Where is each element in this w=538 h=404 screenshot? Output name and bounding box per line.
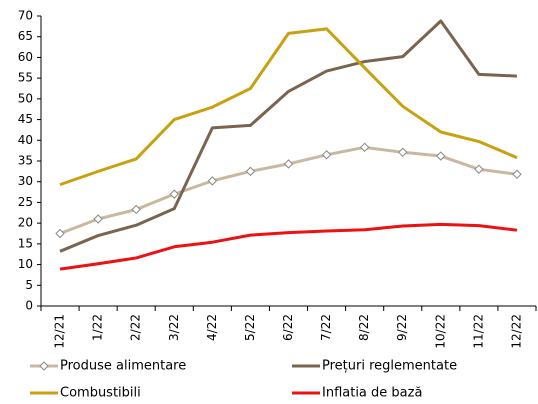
y-tick-label: 0 [25,299,33,313]
y-tick-label: 70 [18,9,33,23]
legend-label: Prețuri reglementate [322,359,457,374]
y-tick-label: 55 [18,71,33,85]
x-tick-label: 6/22 [281,314,295,341]
point [131,204,141,215]
y-tick-label: 20 [18,216,33,230]
point [169,189,179,199]
y-tick-label: 10 [18,257,33,271]
y-tick-label: 5 [25,278,33,292]
y-tick-label: 15 [18,236,33,250]
y-tick-label: 40 [18,133,33,147]
legend-marker [39,361,49,371]
x-tick-label: 9/22 [395,314,409,341]
series-line [59,222,518,271]
point [207,176,218,186]
x-tick-label: 4/22 [205,314,219,341]
x-tick-label: 7/22 [319,314,333,341]
y-tick-label: 35 [18,154,33,168]
y-tick-label: 50 [18,91,33,105]
x-tick-label: 2/22 [129,314,143,341]
point [436,151,446,161]
point [474,164,484,174]
legend-label: Combustibili [60,386,141,401]
legend-label: Produse alimentare [60,359,186,374]
y-tick-label: 65 [18,29,33,43]
x-tick-label: 12/21 [53,314,67,349]
point [321,150,332,160]
x-tick-label: 3/22 [167,314,181,341]
x-tick-label: 1/22 [91,314,105,341]
point [245,166,256,177]
point [93,214,103,224]
y-tick-label: 45 [18,112,33,126]
y-tick-label: 25 [18,195,33,209]
point [398,147,408,158]
x-tick-label: 8/22 [357,314,371,341]
series-line [59,27,518,187]
legend-label: Inflatia de bază [322,386,422,401]
x-tick-label: 12/22 [509,314,523,349]
point [55,228,65,239]
series-line [59,19,518,253]
point [359,142,370,153]
x-tick-label: 5/22 [243,314,257,341]
y-tick-label: 60 [18,50,33,64]
point [283,159,294,169]
x-tick-label: 11/22 [471,314,485,349]
point [512,169,522,179]
y-tick-label: 30 [18,174,33,188]
x-tick-label: 10/22 [433,314,447,349]
